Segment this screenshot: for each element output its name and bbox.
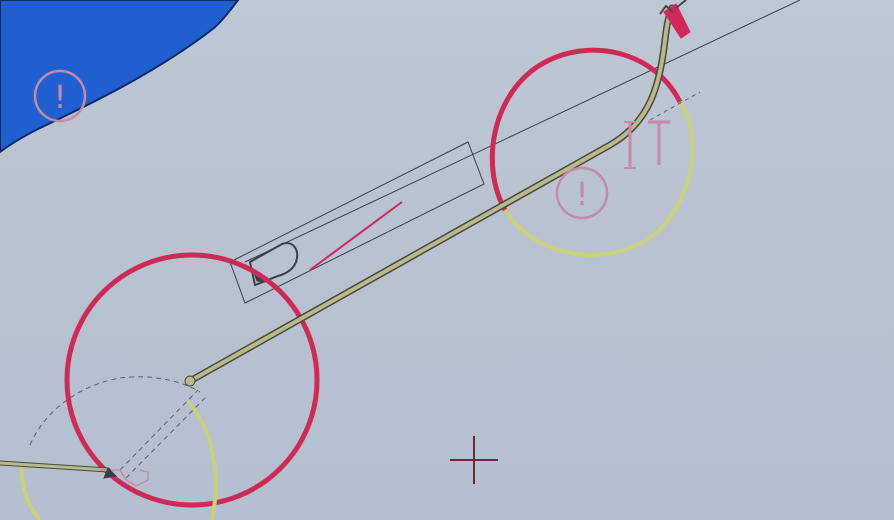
turn-arc <box>503 100 695 258</box>
dashed-reference-arc <box>29 376 201 446</box>
land-area <box>0 0 240 154</box>
route-track-fill <box>0 461 110 472</box>
turn-circle[interactable] <box>64 252 320 508</box>
route-track-fill <box>188 6 674 383</box>
warning-glyph: ! <box>576 175 589 213</box>
label-marker-icon <box>100 467 149 487</box>
warning-glyph: ! <box>54 78 67 116</box>
turn-circle[interactable] <box>489 47 683 212</box>
route-track[interactable] <box>186 4 676 385</box>
dashed-reference-line <box>125 397 206 479</box>
turn-arc <box>19 461 42 520</box>
waypoint-label-marker <box>624 120 670 169</box>
warning-circle-icon[interactable]: ! <box>555 166 609 220</box>
crosshair-cursor-icon[interactable] <box>450 436 498 484</box>
turn-arc <box>186 400 218 520</box>
dashed-reference-line <box>119 389 199 471</box>
warning-circle-icon[interactable]: ! <box>33 69 87 123</box>
waypoint-heading-marker-icon[interactable] <box>663 3 691 39</box>
waypoint-marker-stem <box>659 4 674 15</box>
heading-marker-line <box>309 201 403 271</box>
vessel-outline-icon[interactable] <box>248 242 299 287</box>
leg-selection-box[interactable] <box>229 141 485 304</box>
route-guide-line <box>244 0 801 263</box>
dashed-reference-line <box>649 91 701 121</box>
waypoint-icon[interactable] <box>184 375 196 387</box>
waypoint-marker-tip <box>675 0 687 9</box>
